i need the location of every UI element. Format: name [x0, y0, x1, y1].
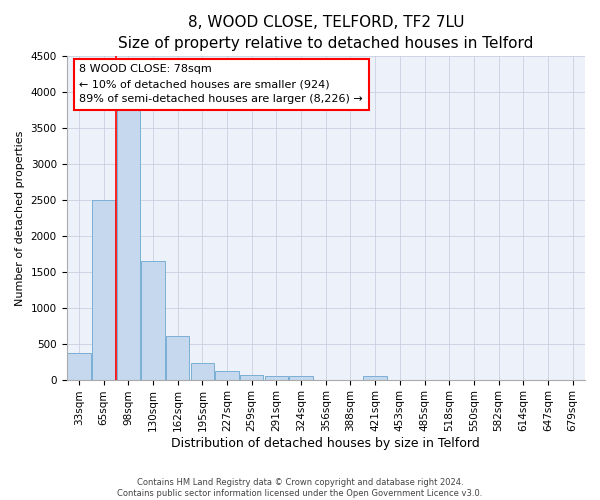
Text: Contains HM Land Registry data © Crown copyright and database right 2024.
Contai: Contains HM Land Registry data © Crown c… [118, 478, 482, 498]
Bar [116, 110, 140, 380]
Bar [364, 376, 387, 380]
Bar [67, 353, 91, 380]
Text: 8 WOOD CLOSE: 78sqm
← 10% of detached houses are smaller (924)
89% of semi-detac: 8 WOOD CLOSE: 78sqm ← 10% of detached ho… [79, 64, 363, 104]
Title: 8, WOOD CLOSE, TELFORD, TF2 7LU
Size of property relative to detached houses in : 8, WOOD CLOSE, TELFORD, TF2 7LU Size of … [118, 15, 533, 51]
Bar [141, 261, 164, 380]
Bar [215, 372, 239, 380]
Bar [191, 363, 214, 380]
Bar [166, 336, 190, 380]
Bar [265, 376, 288, 380]
X-axis label: Distribution of detached houses by size in Telford: Distribution of detached houses by size … [172, 437, 480, 450]
Bar [289, 376, 313, 380]
Bar [240, 374, 263, 380]
Bar [92, 200, 115, 380]
Y-axis label: Number of detached properties: Number of detached properties [15, 130, 25, 306]
